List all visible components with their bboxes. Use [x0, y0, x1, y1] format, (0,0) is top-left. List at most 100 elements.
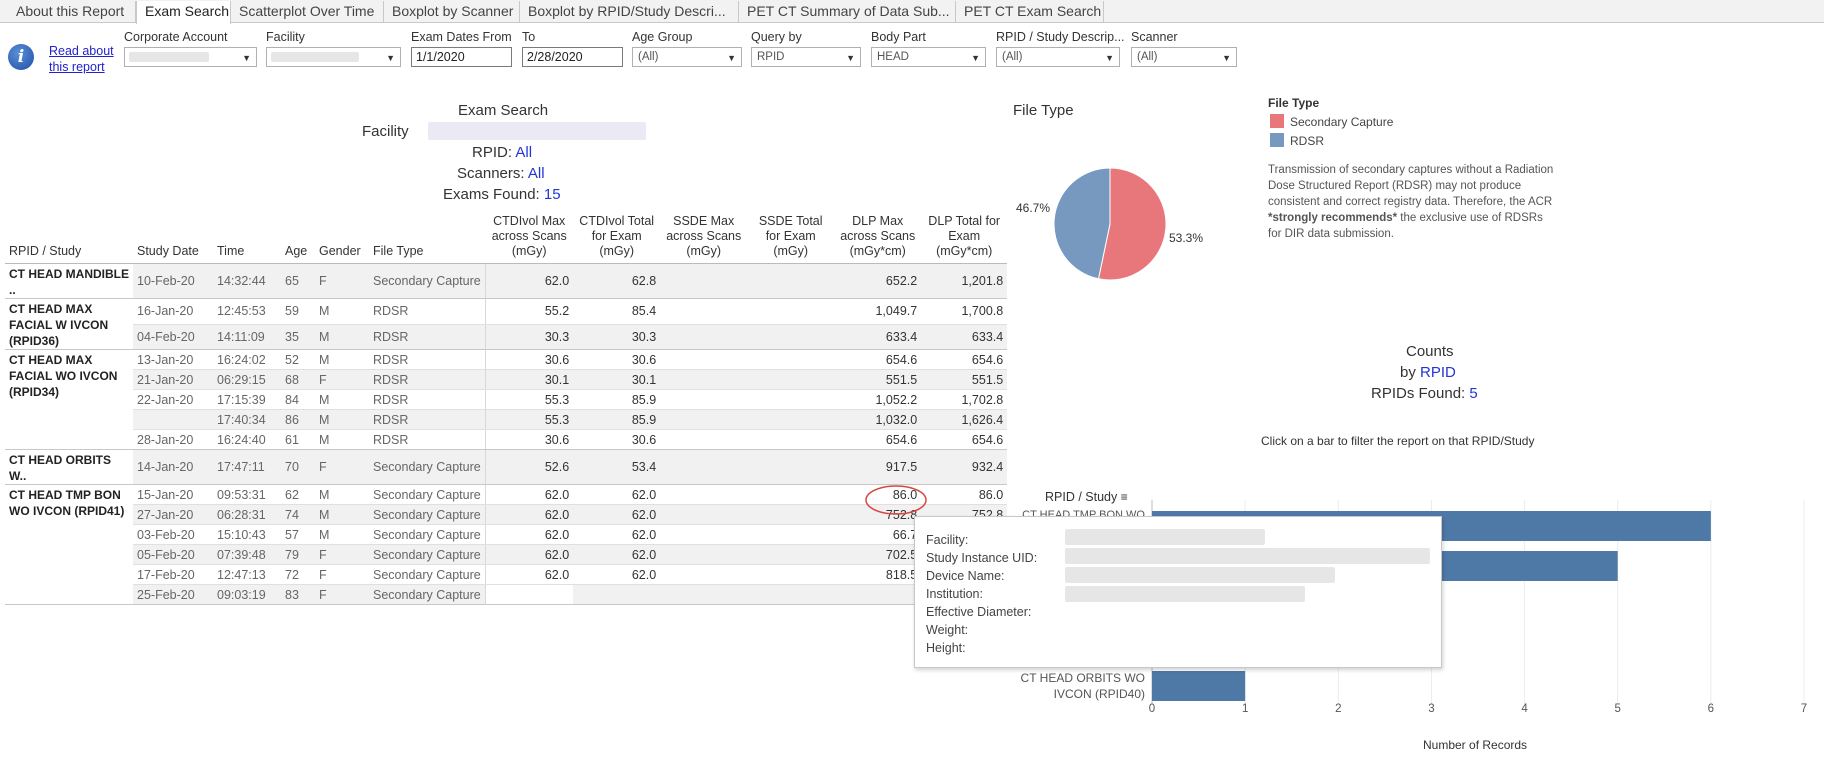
cell-ssde-max: [660, 484, 748, 505]
cell-dlp-max: 654.6: [834, 429, 922, 450]
x-tick-label: 5: [1615, 703, 1621, 712]
x-tick-label: 2: [1335, 703, 1341, 712]
col-header-age: Age: [281, 214, 315, 264]
cell-dlp-total: 633.4: [921, 324, 1008, 350]
cell-date: 28-Jan-20: [133, 429, 213, 450]
to-date-input[interactable]: 2/28/2020: [522, 47, 623, 67]
cell-ssde-total: [747, 349, 835, 370]
cell-dlp-total: 1,626.4: [921, 409, 1008, 430]
cell-ctdi-max: [484, 584, 574, 605]
table-row[interactable]: CT HEAD MAX FACIAL W IVCON (RPID36) 16-Ja…: [5, 298, 1008, 350]
pie-slice-secondary-capture[interactable]: [1097, 167, 1167, 281]
rpid-summary: RPID: All: [472, 144, 533, 161]
age-group-dropdown[interactable]: (All) ▼: [632, 47, 742, 67]
cell-ctdi-max: 62.0: [484, 263, 574, 299]
chevron-down-icon: ▼: [1222, 53, 1231, 63]
cell-ctdi-max: 52.6: [484, 449, 574, 485]
tab-pet-ct-summary[interactable]: PET CT Summary of Data Sub...: [739, 1, 956, 23]
table-row[interactable]: CT HEAD ORBITS W.. 14-Jan-20 17:47:11 70 F Se…: [5, 449, 1008, 485]
tab-boxplot-by-scanner[interactable]: Boxplot by Scanner: [384, 1, 520, 23]
tooltip-facility: Facility:: [926, 533, 969, 547]
cell-date: [133, 409, 213, 430]
cell-ctdi-total: 62.0: [573, 564, 661, 585]
cell-dlp-max: 702.5: [834, 544, 922, 565]
tab-exam-search[interactable]: Exam Search: [136, 1, 231, 24]
cell-time: 17:47:11: [213, 449, 281, 485]
table-row[interactable]: CT HEAD MAX FACIAL WO IVCON (RPID34) 13-J…: [5, 349, 1008, 450]
sort-icon[interactable]: ≡: [1120, 490, 1128, 504]
col-header-study: RPID / Study: [5, 214, 133, 264]
body-part-dropdown[interactable]: HEAD ▼: [871, 47, 986, 67]
cell-time: 09:53:31: [213, 484, 281, 505]
cell-gender: M: [315, 524, 369, 545]
cell-date: 16-Jan-20: [133, 298, 213, 325]
cell-date: 17-Feb-20: [133, 564, 213, 585]
table-row[interactable]: 05-Feb-20 07:39:48 79 F Secondary Capture 62.…: [5, 544, 1008, 565]
cell-date: 25-Feb-20: [133, 584, 213, 605]
rpid-study-dropdown[interactable]: (All) ▼: [996, 47, 1120, 67]
tab-scatterplot-over-time[interactable]: Scatterplot Over Time: [231, 1, 384, 23]
cell-ssde-max: [660, 298, 748, 325]
col-header-date: Study Date: [133, 214, 213, 264]
count-bar[interactable]: [1152, 671, 1246, 701]
chevron-down-icon: ▼: [386, 53, 395, 63]
cell-ctdi-max: 62.0: [484, 504, 574, 525]
table-row[interactable]: 21-Jan-20 06:29:15 68 F RDSR 30.1 30.1 551.5 551…: [5, 369, 1008, 390]
cell-time: 16:24:40: [213, 429, 281, 450]
filetype-pie-chart[interactable]: [1052, 166, 1168, 282]
study-group-label: CT HEAD TMP BON WO IVCON (RPID41): [5, 484, 133, 605]
cell-gender: M: [315, 484, 369, 505]
table-row[interactable]: 27-Jan-20 06:28:31 74 M Secondary Capture 62.…: [5, 504, 1008, 525]
table-row[interactable]: CT HEAD TMP BON WO IVCON (RPID41) 15-Jan-…: [5, 484, 1008, 605]
tab-about-this-report[interactable]: About this Report: [8, 1, 136, 23]
table-row[interactable]: 03-Feb-20 15:10:43 57 M Secondary Capture 62.…: [5, 524, 1008, 545]
table-row[interactable]: 25-Feb-20 09:03:19 83 F Secondary Capture: [5, 584, 1008, 605]
query-by-dropdown[interactable]: RPID ▼: [751, 47, 861, 67]
cell-ssde-total: [747, 584, 835, 605]
legend-item-rdsr[interactable]: RDSR: [1270, 133, 1324, 148]
table-row[interactable]: 04-Feb-20 14:11:09 35 M RDSR 30.3 30.3 633.4 633…: [5, 324, 1008, 350]
cell-dlp-total: 1,702.8: [921, 389, 1008, 410]
scanner-dropdown[interactable]: (All) ▼: [1131, 47, 1237, 67]
cell-time: 14:11:09: [213, 324, 281, 350]
facility-dropdown[interactable]: ▼: [266, 47, 401, 67]
cell-gender: M: [315, 429, 369, 450]
chevron-down-icon: ▼: [846, 53, 855, 63]
pie-slice-rdsr[interactable]: [1053, 167, 1111, 280]
cell-date: 13-Jan-20: [133, 349, 213, 370]
cell-ctdi-total: 30.1: [573, 369, 661, 390]
filetype-legend-title: File Type: [1268, 96, 1320, 110]
info-icon[interactable]: i: [8, 44, 34, 70]
tab-pet-ct-exam-search[interactable]: PET CT Exam Search: [956, 1, 1104, 23]
corporate-account-dropdown[interactable]: ▼: [124, 47, 257, 67]
table-row[interactable]: 28-Jan-20 16:24:40 61 M RDSR 30.6 30.6 654.6 654…: [5, 429, 1008, 450]
cell-gender: F: [315, 544, 369, 565]
table-row[interactable]: 22-Jan-20 17:15:39 84 M RDSR 55.3 85.9 1,052.2 1…: [5, 389, 1008, 410]
study-group-label: CT HEAD ORBITS W..: [5, 449, 133, 485]
tab-boxplot-by-rpid[interactable]: Boxplot by RPID/Study Descri...: [520, 1, 739, 23]
rpids-found-value: 5: [1469, 385, 1478, 402]
col-header-dlp-total: DLP Total for Exam (mGy*cm): [921, 214, 1008, 264]
cell-dlp-total: 551.5: [921, 369, 1008, 390]
legend-item-secondary-capture[interactable]: Secondary Capture: [1270, 114, 1393, 129]
cell-ctdi-max: 30.1: [484, 369, 574, 390]
col-header-dlp-max: DLP Max across Scans (mGy*cm): [834, 214, 922, 264]
bar-axis-header: RPID / Study ≡: [1045, 490, 1128, 504]
table-row[interactable]: 17:40:34 86 M RDSR 55.3 85.9 1,032.0 1,626.4: [5, 409, 1008, 430]
highlight-circle: [865, 485, 927, 515]
cell-gender: F: [315, 263, 369, 299]
cell-gender: M: [315, 349, 369, 370]
scanners-summary-value: All: [527, 165, 545, 182]
cell-ctdi-total: 85.4: [573, 298, 661, 325]
cell-gender: F: [315, 564, 369, 585]
cell-ssde-max: [660, 409, 748, 430]
table-row[interactable]: 17-Feb-20 12:47:13 72 F Secondary Capture 62.…: [5, 564, 1008, 585]
cell-ctdi-max: 55.2: [484, 298, 574, 325]
redacted-tooltip-institution: [1065, 586, 1305, 602]
read-about-link[interactable]: Read about this report: [49, 44, 114, 74]
cell-time: 07:39:48: [213, 544, 281, 565]
exam-dates-from-input[interactable]: 1/1/2020: [411, 47, 512, 67]
tooltip-effective-diameter: Effective Diameter:: [926, 605, 1032, 619]
table-row[interactable]: CT HEAD MANDIBLE .. 10-Feb-20 14:32:44 65 F S…: [5, 263, 1008, 299]
cell-date: 03-Feb-20: [133, 524, 213, 545]
